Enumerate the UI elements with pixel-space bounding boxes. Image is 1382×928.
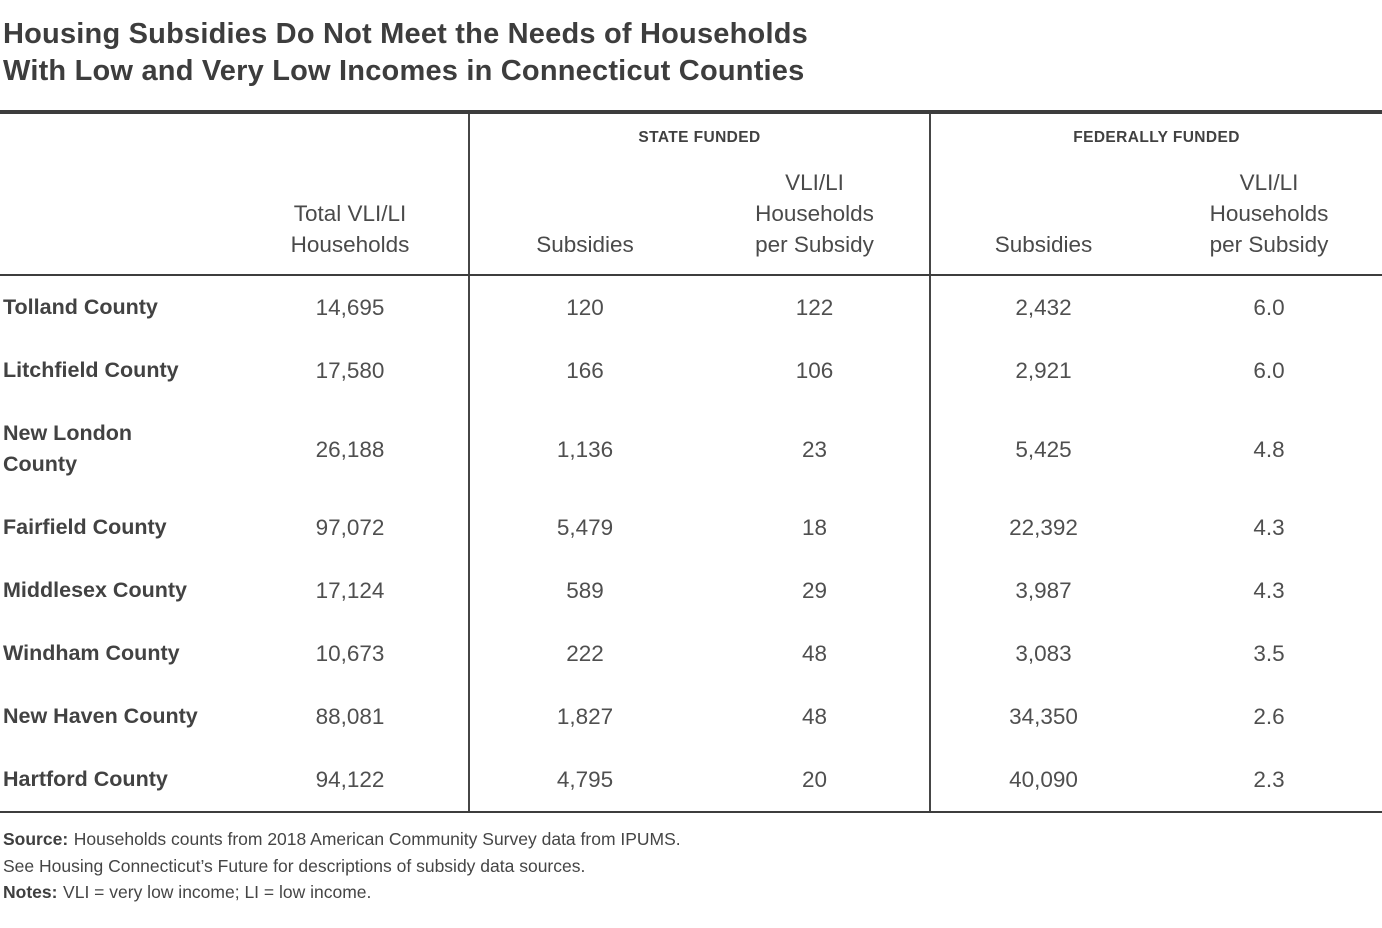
state-households-per-subsidy: 20: [700, 748, 931, 813]
housing-subsidies-table: STATE FUNDED FEDERALLY FUNDED Total VLI/…: [0, 110, 1382, 813]
column-header-county: [0, 167, 232, 276]
federal-subsidies: 3,987: [929, 559, 1157, 622]
table-row-tolland: Tolland County 14,695 120 122 2,432 6.0: [0, 275, 1382, 339]
state-households-per-subsidy: 106: [795, 358, 834, 383]
total-vli-li-households: 97,072: [315, 515, 385, 540]
column-header-state-subsidies: Subsidies: [468, 167, 700, 276]
federal-households-per-subsidy: 2.6: [1253, 704, 1285, 729]
federal-households-per-subsidy: 6.0: [1253, 358, 1285, 383]
county-name: New London County: [3, 421, 132, 476]
state-households-per-subsidy: 122: [795, 295, 834, 320]
table-row-litchfield: Litchfield County 17,580 166 106 2,921 6…: [0, 339, 1382, 402]
federal-households-per-subsidy: 6.0: [1253, 295, 1285, 320]
federal-subsidies: 2,432: [929, 275, 1157, 339]
state-households-per-subsidy: 29: [801, 578, 828, 603]
state-subsidies: 5,479: [468, 496, 700, 559]
federal-subsidies: 34,350: [929, 685, 1157, 748]
group-header-row: STATE FUNDED FEDERALLY FUNDED: [0, 110, 1382, 167]
notes-line: Notes: VLI = very low income; LI = low in…: [3, 879, 1382, 906]
federal-households-per-subsidy: 2.3: [1156, 748, 1382, 813]
county-name: Middlesex County: [3, 578, 187, 602]
state-subsidies: 222: [468, 622, 700, 685]
county-name: Hartford County: [0, 748, 232, 813]
total-vli-li-households: 88,081: [315, 704, 385, 729]
table-row-middlesex: Middlesex County 17,124 589 29 3,987 4.3: [0, 559, 1382, 622]
federal-households-per-subsidy: 4.3: [1253, 515, 1285, 540]
total-vli-li-households: 17,580: [315, 358, 385, 383]
footnotes: Source: Households counts from 2018 Ameri…: [0, 826, 1382, 906]
county-name: Tolland County: [3, 295, 158, 319]
table-body: Tolland County 14,695 120 122 2,432 6.0 …: [0, 275, 1382, 813]
table-row-windham: Windham County 10,673 222 48 3,083 3.5: [0, 622, 1382, 685]
county-name: Fairfield County: [3, 515, 167, 539]
federal-subsidies: 5,425: [929, 402, 1157, 496]
federal-subsidies: 40,090: [929, 748, 1157, 813]
federal-subsidies: 22,392: [929, 496, 1157, 559]
column-header-total-vli-li-households: Total VLI/LI Households: [232, 167, 469, 276]
group-header-blank: [0, 110, 469, 167]
total-vli-li-households: 26,188: [315, 436, 385, 462]
source-label: Source:: [3, 829, 69, 849]
county-name: New Haven County: [3, 704, 198, 728]
notes-label: Notes:: [3, 882, 58, 902]
total-vli-li-households: 14,695: [315, 295, 385, 320]
state-subsidies: 589: [468, 559, 700, 622]
group-header-federally-funded: FEDERALLY FUNDED: [929, 110, 1382, 167]
source-text: Households counts from 2018 American Com…: [73, 829, 681, 849]
state-households-per-subsidy: 23: [801, 436, 828, 462]
source-line-2: See Housing Connecticut’s Future for des…: [3, 855, 586, 876]
county-name: Windham County: [3, 641, 180, 665]
table-row-hartford: Hartford County 94,122 4,795 20 40,090 2…: [0, 748, 1382, 813]
total-vli-li-households: 17,124: [315, 578, 385, 603]
federal-subsidies: 3,083: [929, 622, 1157, 685]
federal-households-per-subsidy: 3.5: [1253, 641, 1285, 666]
group-header-state-funded: STATE FUNDED: [467, 110, 931, 167]
state-households-per-subsidy: 48: [801, 704, 828, 729]
federal-households-per-subsidy: 4.3: [1253, 578, 1285, 603]
page-title: Housing Subsidies Do Not Meet the Needs …: [3, 18, 808, 87]
county-name: Litchfield County: [3, 358, 179, 382]
table-row-fairfield: Fairfield County 97,072 5,479 18 22,392 …: [0, 496, 1382, 559]
state-households-per-subsidy: 18: [801, 515, 828, 540]
state-households-per-subsidy: 48: [801, 641, 828, 666]
column-header-row: Total VLI/LI Households Subsidies VLI/LI…: [0, 167, 1382, 276]
source-line: Source: Households counts from 2018 Ameri…: [3, 826, 1382, 853]
column-header-federal-subsidies: Subsidies: [929, 167, 1157, 276]
column-header-federal-households-per-subsidy: VLI/LI Households per Subsidy: [1156, 167, 1382, 276]
state-subsidies: 1,136: [468, 402, 700, 496]
column-header-state-households-per-subsidy: VLI/LI Households per Subsidy: [700, 167, 931, 276]
notes-text: VLI = very low income; LI = low income.: [63, 882, 372, 902]
federal-households-per-subsidy: 4.8: [1253, 436, 1285, 462]
table-row-new-london: New London County 26,188 1,136 23 5,425 …: [0, 402, 1382, 496]
table-header: STATE FUNDED FEDERALLY FUNDED Total VLI/…: [0, 110, 1382, 276]
state-subsidies: 4,795: [468, 748, 700, 813]
total-vli-li-households: 10,673: [315, 641, 385, 666]
table-row-new-haven: New Haven County 88,081 1,827 48 34,350 …: [0, 685, 1382, 748]
federal-subsidies: 2,921: [929, 339, 1157, 402]
state-subsidies: 166: [468, 339, 700, 402]
state-subsidies: 1,827: [468, 685, 700, 748]
state-subsidies: 120: [468, 275, 700, 339]
total-vli-li-households: 94,122: [232, 748, 469, 813]
